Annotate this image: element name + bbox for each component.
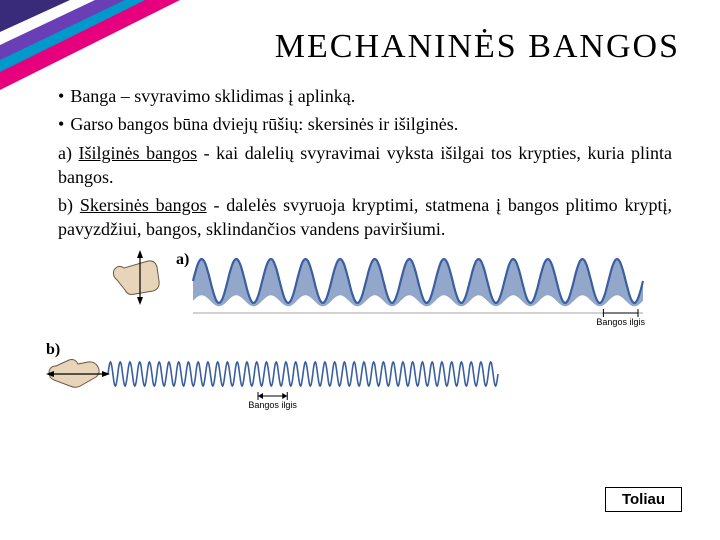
para-b-prefix: b) [58, 195, 80, 215]
bullet-2: • Garso bangos būna dviejų rūšių: skersi… [58, 112, 672, 136]
svg-text:a): a) [176, 251, 189, 268]
svg-text:Bangos ilgis: Bangos ilgis [596, 317, 645, 327]
para-a-term: Išilginės bangos [79, 143, 198, 163]
svg-text:b): b) [46, 341, 60, 358]
para-b-term: Skersinės bangos [80, 195, 207, 215]
next-button[interactable]: Toliau [605, 487, 682, 512]
paragraph-a: a) Išilginės bangos - kai dalelių svyrav… [58, 141, 672, 190]
svg-text:Bangos ilgis: Bangos ilgis [248, 400, 297, 410]
paragraph-b: b) Skersinės bangos - dalelės svyruoja k… [58, 193, 672, 242]
bullet-marker: • [58, 112, 64, 136]
corner-decoration [0, 0, 180, 90]
wave-diagram: Bangos ilgisa)b)Bangos ilgis [58, 246, 672, 416]
para-a-prefix: a) [58, 143, 79, 163]
content-area: • Banga – svyravimo sklidimas į aplinką.… [0, 66, 720, 416]
bullet-text: Garso bangos būna dviejų rūšių: skersinė… [70, 112, 458, 136]
